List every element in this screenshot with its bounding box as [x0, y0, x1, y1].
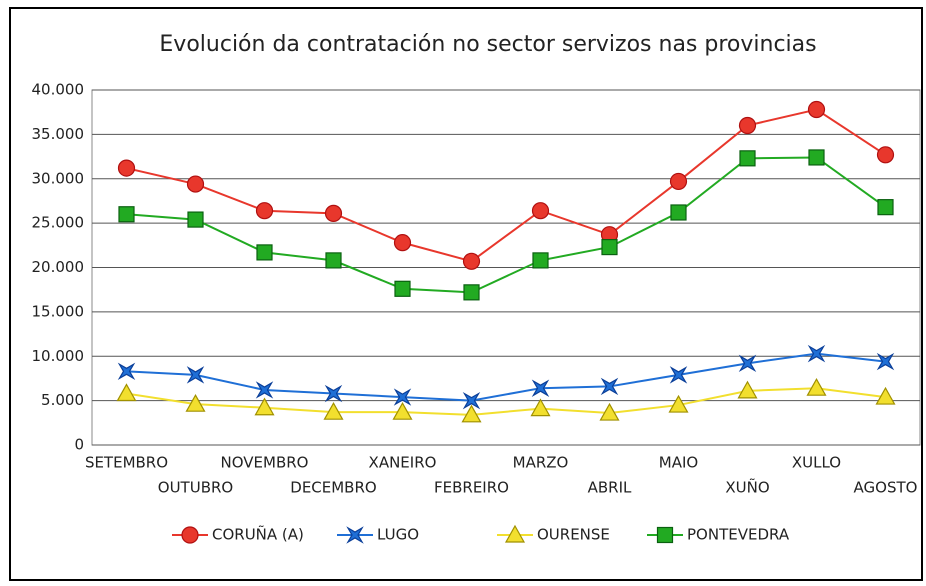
- y-tick-label: 20.000: [32, 258, 85, 276]
- x-tick-label: AGOSTO: [854, 479, 918, 497]
- marker: [738, 116, 757, 135]
- x-tick-label: XANEIRO: [369, 454, 437, 472]
- legend-marker: [346, 526, 364, 544]
- legend-marker: [181, 526, 199, 544]
- marker: [807, 100, 826, 119]
- marker: [738, 354, 757, 373]
- marker: [256, 244, 273, 261]
- marker: [392, 401, 413, 420]
- marker: [394, 280, 411, 297]
- marker: [737, 380, 758, 399]
- x-tick-label: OUTUBRO: [158, 479, 233, 497]
- marker: [600, 377, 619, 396]
- marker: [531, 202, 550, 220]
- x-tick-label: ABRIL: [588, 479, 632, 497]
- marker: [876, 352, 895, 371]
- y-tick-label: 0: [74, 436, 84, 454]
- marker: [808, 149, 825, 166]
- legend-label: CORUÑA (A): [212, 525, 304, 544]
- marker: [739, 150, 756, 167]
- marker: [323, 401, 344, 420]
- y-tick-label: 25.000: [32, 214, 85, 232]
- marker: [254, 397, 275, 416]
- marker: [462, 252, 481, 270]
- chart-title: Evolución da contratación no sector serv…: [159, 32, 816, 57]
- marker: [875, 386, 896, 405]
- series-line: [126, 156, 887, 294]
- marker: [117, 362, 136, 381]
- legend-marker: [504, 524, 526, 543]
- marker: [255, 202, 274, 220]
- x-tick-label: XUÑO: [725, 478, 769, 497]
- marker: [187, 211, 204, 228]
- x-tick-label: XULLO: [792, 454, 841, 472]
- marker: [463, 284, 480, 301]
- marker: [877, 199, 894, 216]
- marker: [807, 344, 826, 363]
- y-tick-label: 40.000: [32, 81, 85, 99]
- x-tick-label: MAIO: [659, 454, 698, 472]
- marker: [669, 366, 688, 384]
- marker: [668, 394, 689, 413]
- marker: [601, 238, 618, 256]
- marker: [118, 206, 135, 223]
- marker: [255, 381, 274, 399]
- marker: [393, 234, 412, 252]
- y-tick-label: 10.000: [32, 347, 85, 365]
- x-tick-label: SETEMBRO: [85, 454, 168, 472]
- marker: [530, 398, 551, 417]
- x-tick-label: DECEMBRO: [290, 479, 376, 497]
- y-tick-label: 5.000: [41, 391, 84, 409]
- marker: [806, 377, 827, 396]
- y-tick-label: 30.000: [32, 169, 85, 187]
- marker: [185, 393, 206, 412]
- marker: [186, 366, 205, 384]
- y-tick-label: 15.000: [32, 302, 85, 320]
- x-tick-label: NOVEMBRO: [221, 454, 309, 472]
- marker: [393, 388, 412, 406]
- marker: [325, 252, 342, 269]
- x-tick-label: FEBREIRO: [434, 479, 509, 497]
- marker: [117, 159, 136, 177]
- marker: [461, 404, 482, 423]
- marker: [462, 391, 481, 410]
- marker: [324, 204, 343, 222]
- series-line: [126, 352, 886, 402]
- legend-label: LUGO: [377, 526, 419, 544]
- marker: [532, 252, 549, 269]
- marker: [669, 172, 688, 191]
- marker: [599, 402, 620, 421]
- marker: [186, 175, 205, 193]
- marker: [876, 146, 895, 164]
- marker: [670, 204, 687, 221]
- x-tick-label: MARZO: [513, 454, 569, 472]
- series-line: [126, 387, 886, 416]
- y-tick-label: 35.000: [32, 125, 85, 143]
- legend-marker: [656, 526, 674, 544]
- legend-label: PONTEVEDRA: [687, 526, 790, 544]
- legend-label: OURENSE: [537, 526, 610, 544]
- marker: [324, 384, 343, 403]
- marker: [116, 383, 137, 402]
- series-line: [126, 108, 887, 263]
- marker: [531, 379, 550, 397]
